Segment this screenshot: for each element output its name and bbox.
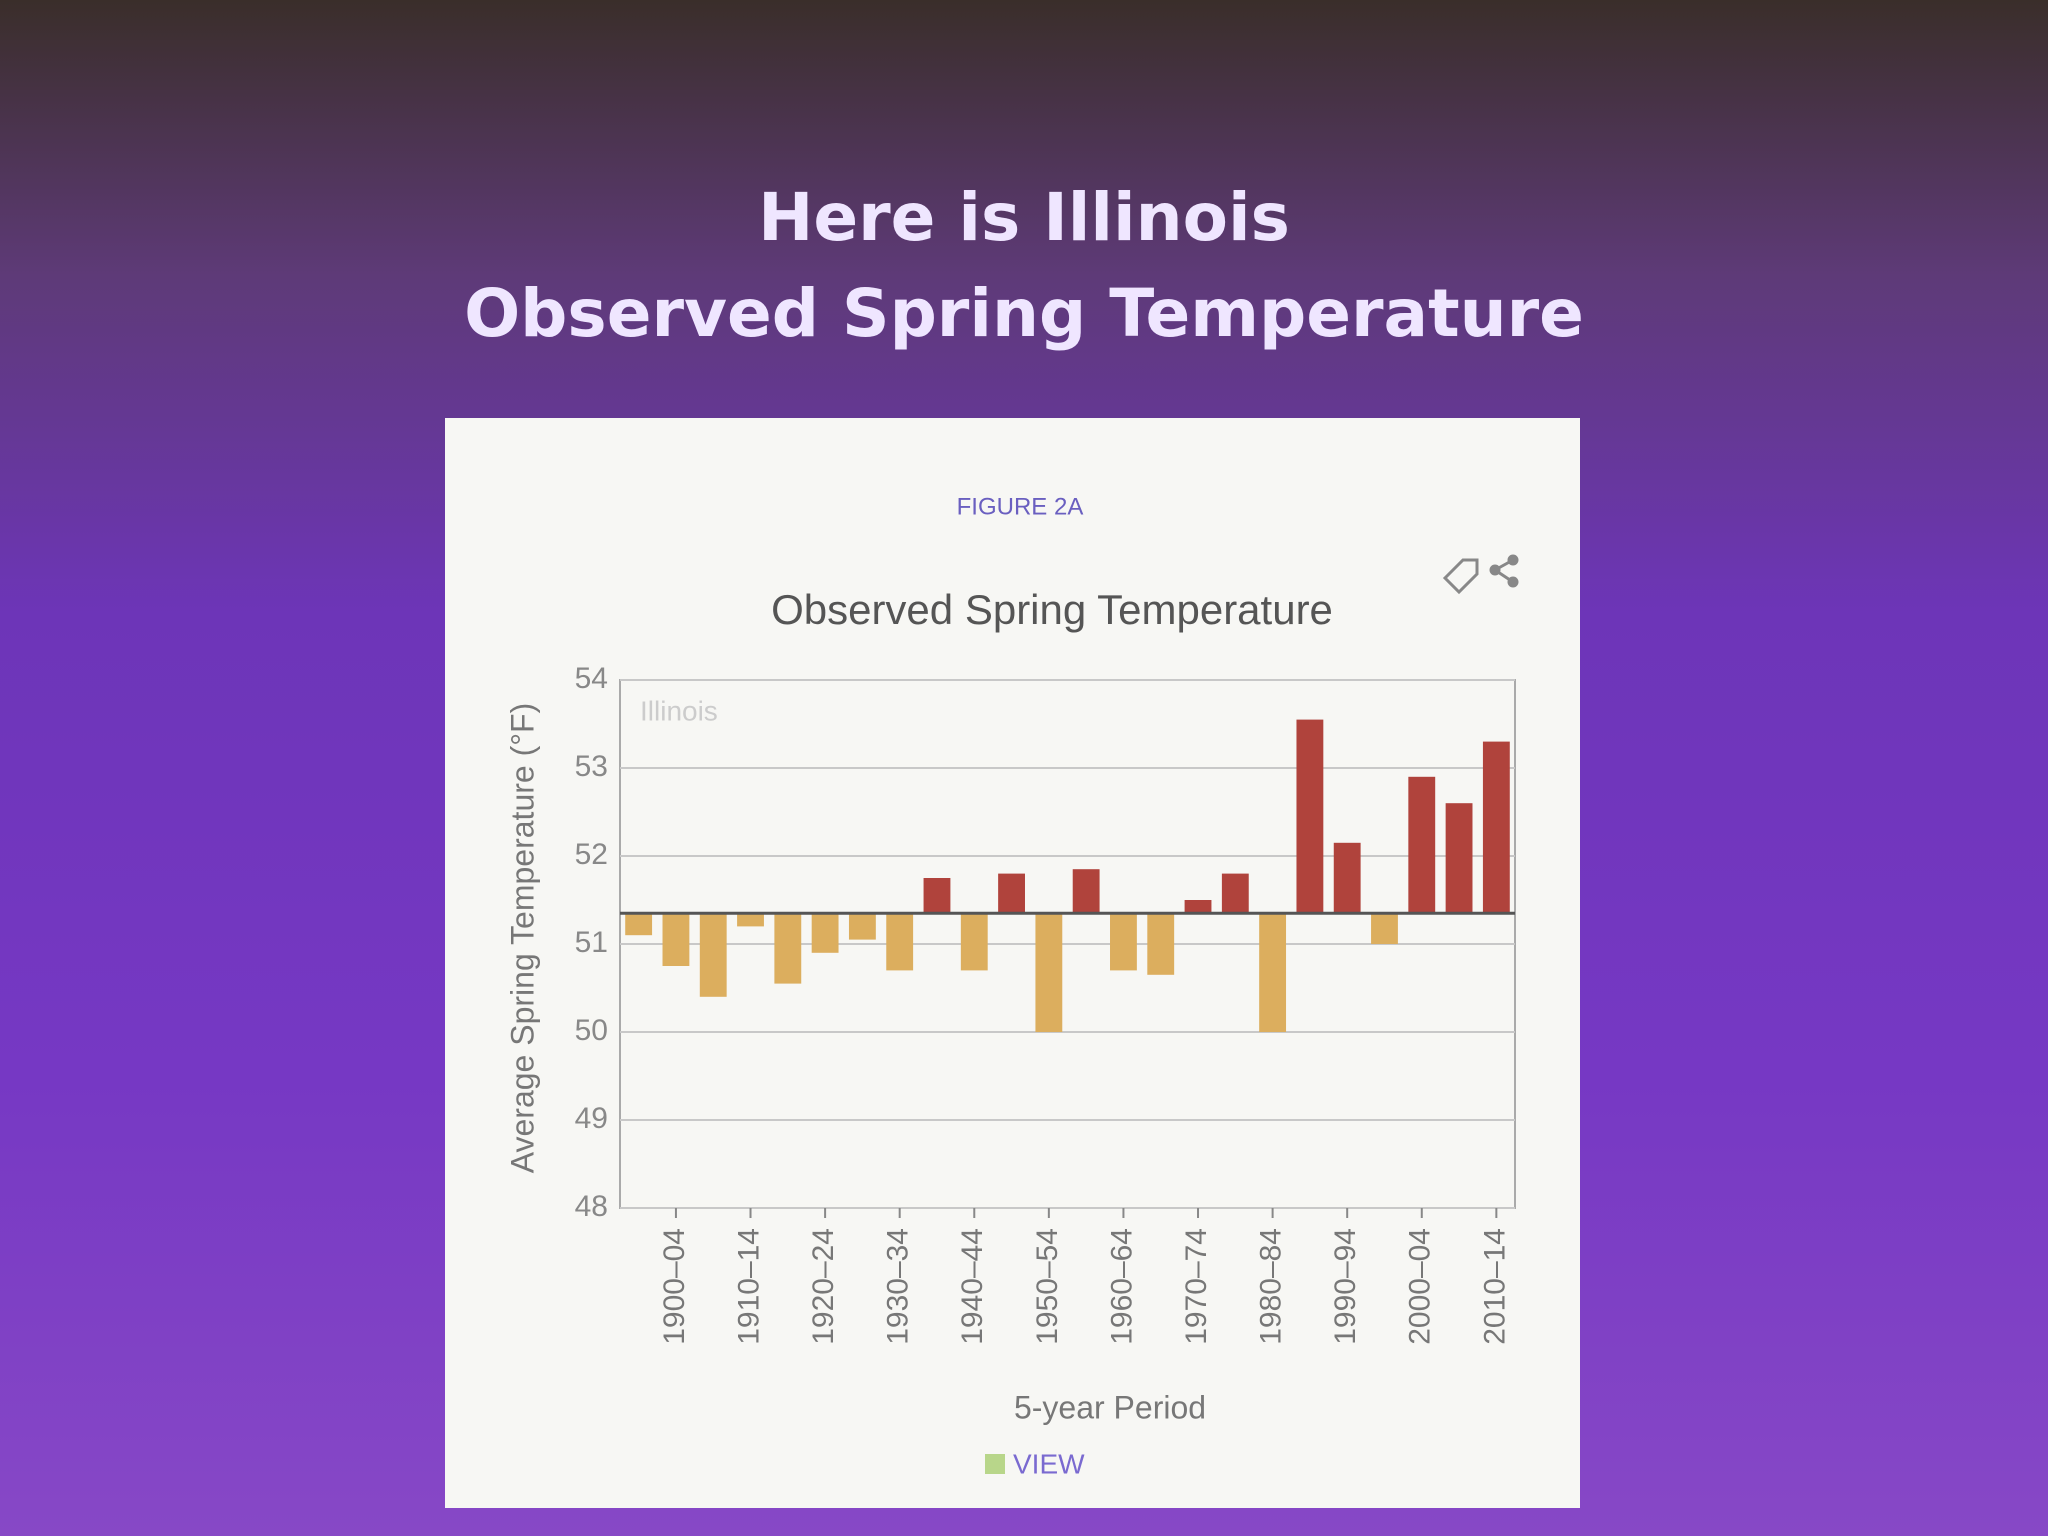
- x-axis-label: 5-year Period: [1014, 1389, 1206, 1425]
- bar: [737, 913, 764, 927]
- annotation: Illinois: [640, 695, 718, 726]
- bar: [625, 913, 653, 936]
- bar: [662, 913, 690, 966]
- x-tick-label: 2000–04: [1404, 1228, 1437, 1345]
- slide-title-line: Here is Illinois: [758, 179, 1290, 256]
- share-icon[interactable]: [1489, 554, 1519, 588]
- view-icon[interactable]: [985, 1454, 1005, 1474]
- bar: [1371, 913, 1398, 944]
- bar: [998, 873, 1025, 914]
- bar: [1296, 719, 1324, 914]
- bar: [1147, 913, 1175, 975]
- y-tick-label: 51: [575, 926, 608, 959]
- x-tick-label: 1960–64: [1105, 1228, 1138, 1345]
- chart: FIGURE 2A Observed Spring Temperature Il…: [504, 493, 1519, 1479]
- bar: [811, 913, 839, 953]
- bar: [1408, 776, 1436, 914]
- x-tick-label: 1950–54: [1031, 1228, 1064, 1345]
- bar: [699, 913, 727, 997]
- y-axis-label: Average Spring Temperature (°F): [504, 703, 540, 1174]
- tag-icon[interactable]: [1442, 558, 1479, 595]
- x-tick-label: 1990–94: [1329, 1228, 1362, 1345]
- bar: [1221, 873, 1249, 914]
- slide-title: Here is Illinois Observed Spring Tempera…: [0, 170, 2048, 362]
- slide-title-line: Observed Spring Temperature: [464, 275, 1584, 352]
- x-tick-label: 1970–74: [1180, 1228, 1213, 1345]
- bar: [848, 913, 876, 940]
- x-tick-label: 1940–44: [956, 1228, 989, 1345]
- bar: [1482, 741, 1510, 914]
- chart-title: Observed Spring Temperature: [771, 586, 1333, 633]
- bar: [960, 913, 988, 971]
- x-tick-label: 1980–84: [1255, 1228, 1288, 1345]
- x-tick-label: 2010–14: [1478, 1228, 1511, 1345]
- bar: [1110, 913, 1137, 971]
- bar: [774, 913, 802, 984]
- x-tick-label: 1900–04: [658, 1228, 691, 1345]
- bar: [1072, 869, 1100, 914]
- y-tick-label: 50: [575, 1014, 608, 1047]
- bar: [1035, 913, 1063, 1032]
- y-tick-label: 54: [575, 662, 608, 695]
- bar: [1259, 913, 1287, 1032]
- bar: [886, 913, 914, 971]
- figure-card: FIGURE 2A Observed Spring Temperature Il…: [445, 418, 1580, 1508]
- figure-label: FIGURE 2A: [957, 493, 1084, 520]
- bar: [1333, 842, 1361, 914]
- y-tick-label: 52: [575, 838, 608, 871]
- bar: [923, 878, 951, 914]
- bar: [1184, 900, 1212, 914]
- x-tick-label: 1910–14: [732, 1228, 765, 1345]
- y-tick-label: 48: [575, 1190, 608, 1223]
- bar: [1445, 803, 1473, 914]
- x-tick-label: 1920–24: [807, 1228, 840, 1345]
- y-tick-label: 53: [575, 750, 608, 783]
- view-link[interactable]: VIEW: [1013, 1448, 1085, 1479]
- y-tick-label: 49: [575, 1102, 608, 1135]
- x-tick-label: 1930–34: [882, 1228, 915, 1345]
